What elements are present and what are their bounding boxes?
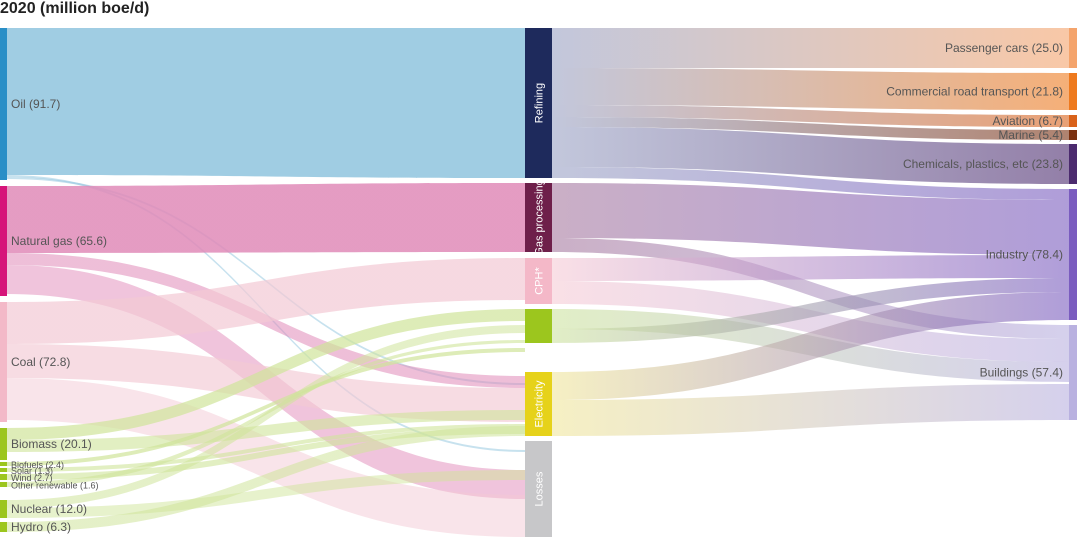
label-oil: Oil (91.7) (11, 97, 60, 111)
node-electricity (525, 372, 552, 436)
node-passenger_cars (1069, 28, 1077, 68)
flow-hydro-to-electricity (7, 426, 525, 532)
flow-biomass-to-green_block (7, 309, 525, 440)
label-commercial_road: Commercial road transport (21.8) (886, 85, 1063, 99)
node-industry (1069, 189, 1077, 320)
flow-nuclear-to-green_block (7, 325, 525, 508)
label-nuclear: Nuclear (12.0) (11, 502, 87, 516)
flow-solar-to-electricity (7, 424, 525, 472)
label-industry: Industry (78.4) (986, 248, 1063, 262)
label-biofuels: Biofuels (2.4) (11, 460, 64, 470)
node-biomass (0, 428, 7, 460)
node-hydro (0, 522, 7, 532)
flow-refining-to-aviation (552, 105, 1069, 127)
label-chemicals: Chemicals, plastics, etc (23.8) (903, 157, 1063, 171)
node-layer (0, 28, 1077, 537)
label-cph: CPH* (534, 267, 546, 295)
node-commercial_road (1069, 73, 1077, 110)
flow-cph-to-industry (552, 255, 1069, 281)
label-layer: Oil (91.7) Natural gas (65.6) Coal (72.8) B… (11, 41, 1063, 534)
label-electricity: Electricity (534, 380, 546, 428)
chart-title: 2020 (million boe/d) (0, 0, 150, 17)
label-aviation: Aviation (6.7) (993, 114, 1063, 128)
flow-gas-to-gas_processing (7, 183, 525, 253)
node-aviation (1069, 115, 1077, 127)
label-hydro: Hydro (6.3) (11, 520, 71, 534)
flow-cph-to-buildings (552, 281, 1069, 362)
label-biomass: Biomass (20.1) (11, 437, 92, 451)
node-gas (0, 186, 7, 296)
label-gas_processing: Gas processing (534, 179, 546, 255)
label-refining: Refining (534, 83, 546, 123)
flow-coal-to-cph (7, 258, 525, 344)
node-cph (525, 258, 552, 304)
node-gas_processing (525, 183, 552, 252)
flow-layer (7, 28, 1069, 537)
label-marine: Marine (5.4) (998, 128, 1063, 142)
node-chemicals (1069, 144, 1077, 184)
flow-refining-to-commercial_road (552, 68, 1069, 110)
node-losses (525, 441, 552, 537)
flow-refining-to-passenger_cars (552, 28, 1069, 68)
flow-electricity-to-buildings (552, 384, 1069, 436)
label-coal: Coal (72.8) (11, 355, 70, 369)
flow-gas_processing-to-industry (552, 183, 1069, 255)
label-gas: Natural gas (65.6) (11, 234, 107, 248)
flow-biomass-to-electricity (7, 410, 525, 452)
label-wind: Wind (2.7) (11, 473, 53, 483)
node-solar (0, 468, 7, 472)
node-biofuels (0, 462, 7, 466)
node-refining (525, 28, 552, 178)
label-buildings: Buildings (57.4) (980, 366, 1063, 380)
flow-wind-to-electricity (7, 428, 525, 480)
flow-coal-to-electricity (7, 344, 525, 422)
flow-green_block-to-industry (552, 278, 1069, 343)
flow-refining-to-marine (552, 117, 1069, 140)
flow-gas_processing-to-buildings (552, 238, 1069, 339)
label-losses: Losses (534, 471, 546, 506)
flow-oil-to-refining (7, 28, 525, 178)
flow-refining-to-chemicals (552, 127, 1069, 184)
node-other_renewable (0, 482, 7, 487)
label-other_renewable: Other renewable (1.6) (11, 481, 99, 491)
node-marine (1069, 130, 1077, 140)
node-buildings (1069, 325, 1077, 420)
node-green_block (525, 309, 552, 343)
node-oil (0, 28, 7, 180)
node-coal (0, 302, 7, 422)
flow-electricity-to-industry (552, 292, 1069, 400)
label-passenger_cars: Passenger cars (25.0) (945, 41, 1063, 55)
label-solar: Solar (1.3) (11, 466, 53, 476)
node-wind (0, 474, 7, 480)
flow-biofuels-to-green_block (7, 348, 525, 466)
flow-nuclear-to-losses (7, 470, 525, 518)
node-nuclear (0, 500, 7, 518)
flow-refining-to-industry (552, 167, 1069, 200)
